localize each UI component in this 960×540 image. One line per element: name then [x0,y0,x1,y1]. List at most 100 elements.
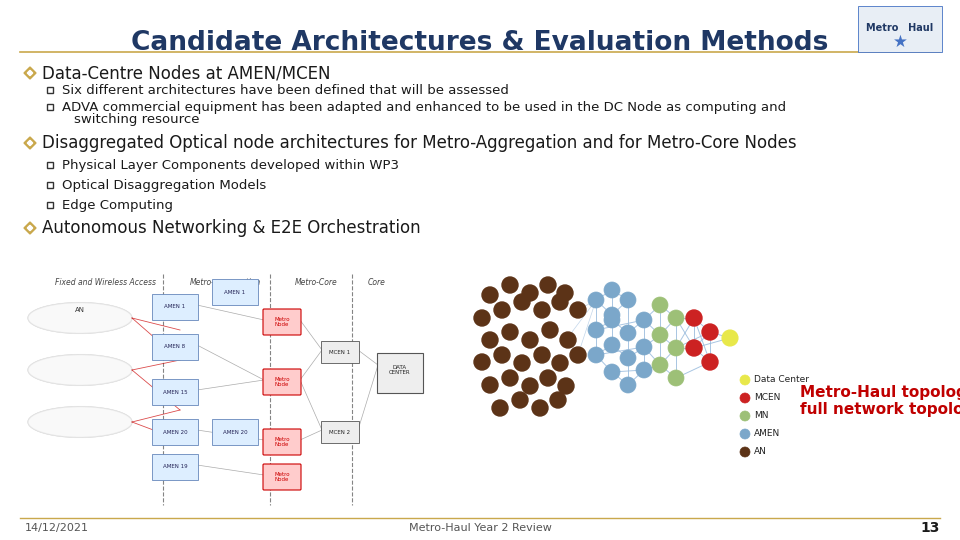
Text: AMEN 15: AMEN 15 [162,389,187,395]
Circle shape [604,307,620,323]
FancyBboxPatch shape [377,353,423,393]
Circle shape [588,322,604,338]
Polygon shape [28,355,132,386]
FancyBboxPatch shape [263,429,301,455]
Text: AMEN 1: AMEN 1 [225,289,246,294]
Circle shape [570,347,586,363]
Text: Metro  Haul: Metro Haul [866,23,934,33]
Circle shape [604,364,620,380]
Text: Candidate Architectures & Evaluation Methods: Candidate Architectures & Evaluation Met… [132,30,828,56]
Circle shape [522,285,538,301]
Circle shape [540,370,556,386]
Circle shape [620,325,636,341]
Circle shape [502,324,518,340]
Text: Data Center: Data Center [754,375,809,384]
FancyBboxPatch shape [858,6,942,52]
Text: MCEN 1: MCEN 1 [329,349,350,354]
FancyBboxPatch shape [152,294,198,320]
Circle shape [668,310,684,326]
FancyBboxPatch shape [263,309,301,335]
FancyBboxPatch shape [47,162,53,168]
Circle shape [740,429,750,439]
Circle shape [542,322,558,338]
Circle shape [512,392,528,408]
Circle shape [494,302,510,318]
Circle shape [560,332,576,348]
Circle shape [532,400,548,416]
Circle shape [740,375,750,385]
Circle shape [604,282,620,298]
FancyBboxPatch shape [152,454,198,480]
Text: AMEN 8: AMEN 8 [164,345,185,349]
Circle shape [740,411,750,421]
Polygon shape [27,140,33,146]
Text: 13: 13 [921,521,940,535]
Circle shape [620,292,636,308]
Text: Optical Disaggregation Models: Optical Disaggregation Models [62,179,266,192]
Text: DATA
CENTER: DATA CENTER [389,364,411,375]
Text: ADVA commercial equipment has been adapted and enhanced to be used in the DC Nod: ADVA commercial equipment has been adapt… [62,100,786,113]
Circle shape [620,350,636,366]
Text: Metro-aggregation: Metro-aggregation [190,278,261,287]
Text: AMEN 1: AMEN 1 [164,305,185,309]
Text: Data-Centre Nodes at AMEN/MCEN: Data-Centre Nodes at AMEN/MCEN [42,64,330,82]
FancyBboxPatch shape [47,202,53,208]
Polygon shape [24,67,36,79]
Circle shape [482,377,498,393]
Circle shape [522,332,538,348]
Polygon shape [24,137,36,149]
Text: Metro
Node: Metro Node [275,316,290,327]
Circle shape [702,324,718,340]
Text: AN: AN [754,448,767,456]
Circle shape [540,277,556,293]
FancyBboxPatch shape [212,279,258,305]
Polygon shape [28,407,132,437]
Circle shape [722,330,738,346]
Text: AMEN 20: AMEN 20 [162,429,187,435]
FancyBboxPatch shape [47,87,53,93]
Text: Metro-Haul topology and
full network topology: Metro-Haul topology and full network top… [800,385,960,417]
Circle shape [534,302,550,318]
Polygon shape [24,222,36,234]
Text: MN: MN [754,411,769,421]
Circle shape [522,378,538,394]
Text: MCEN: MCEN [754,394,780,402]
Text: Disaggregated Optical node architectures for Metro-Aggregation and for Metro-Cor: Disaggregated Optical node architectures… [42,134,797,152]
Circle shape [702,354,718,370]
Text: Autonomous Networking & E2E Orchestration: Autonomous Networking & E2E Orchestratio… [42,219,420,237]
Text: Metro
Node: Metro Node [275,437,290,448]
Circle shape [552,355,568,371]
Circle shape [636,312,652,328]
Circle shape [652,357,668,373]
Circle shape [652,327,668,343]
Text: Metro-Haul Year 2 Review: Metro-Haul Year 2 Review [409,523,551,533]
Text: AN: AN [75,307,85,313]
Circle shape [668,340,684,356]
FancyBboxPatch shape [212,419,258,445]
Circle shape [474,310,490,326]
Circle shape [636,362,652,378]
FancyBboxPatch shape [321,341,359,363]
Polygon shape [27,70,33,76]
Text: Core: Core [368,278,386,287]
Circle shape [686,340,702,356]
Circle shape [502,370,518,386]
Circle shape [534,347,550,363]
FancyBboxPatch shape [263,369,301,395]
Circle shape [514,294,530,310]
Circle shape [552,294,568,310]
Circle shape [604,337,620,353]
Text: AMEN: AMEN [754,429,780,438]
Text: switching resource: switching resource [74,113,200,126]
FancyBboxPatch shape [47,182,53,188]
Circle shape [686,310,702,326]
Text: AMEN 19: AMEN 19 [162,464,187,469]
Circle shape [570,302,586,318]
Circle shape [550,392,566,408]
FancyBboxPatch shape [47,104,53,110]
Polygon shape [28,302,132,333]
Polygon shape [27,225,33,231]
Circle shape [557,285,573,301]
Circle shape [620,377,636,393]
Circle shape [482,332,498,348]
